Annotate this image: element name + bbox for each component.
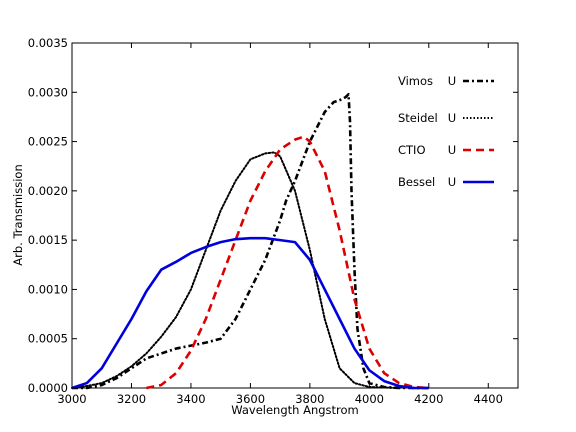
x-axis-label: Wavelength Angstrom (231, 403, 359, 417)
legend-label-band: U (448, 143, 456, 157)
ticks-layer: 3000 3200 3400 3600 3800 4000 4200 4400 0.0000 0.… (28, 36, 518, 406)
x-tick-label: 3000 (57, 392, 86, 406)
legend-label: Bessel (398, 175, 435, 189)
legend: Vimos U Steidel U CTIO U Bessel U (398, 74, 494, 189)
x-tick-label: 3600 (236, 392, 265, 406)
x-tick-label: 4200 (414, 392, 443, 406)
x-tick-label: 4000 (355, 392, 384, 406)
y-tick-label: 0.0020 (28, 184, 68, 198)
legend-item-ctio-u: CTIO U (398, 143, 494, 157)
series-layer (71, 92, 429, 390)
x-tick-label: 3200 (117, 392, 146, 406)
y-tick-label: 0.0025 (28, 135, 68, 149)
y-tick-label: 0.0000 (28, 381, 68, 395)
x-tick-label: 3400 (176, 392, 205, 406)
y-tick-label: 0.0015 (28, 233, 68, 247)
series-line-ctio-u (146, 135, 429, 390)
y-tick-label: 0.0030 (28, 85, 68, 99)
series-line-vimos-u (72, 92, 429, 390)
y-tick-label: 0.0035 (28, 36, 68, 50)
legend-label-band: U (448, 74, 456, 88)
legend-item-bessel-u: Bessel U (398, 175, 494, 189)
series-line-bessel-u (71, 236, 429, 390)
series-line-steidel-u (71, 151, 401, 389)
y-axis-label: Arb. Transmission (11, 164, 25, 266)
legend-item-vimos-u: Vimos U (398, 74, 494, 88)
y-tick-label: 0.0005 (28, 332, 68, 346)
legend-label: CTIO (398, 143, 426, 157)
legend-item-steidel-u: Steidel U (398, 111, 494, 125)
legend-label: Vimos (398, 74, 433, 88)
plot-area (71, 42, 519, 389)
y-tick-label: 0.0010 (28, 282, 68, 296)
legend-label-band: U (448, 175, 456, 189)
legend-label-band: U (448, 111, 456, 125)
x-tick-label: 4400 (474, 392, 503, 406)
x-tick-label: 3800 (295, 392, 324, 406)
legend-label: Steidel (398, 111, 438, 125)
